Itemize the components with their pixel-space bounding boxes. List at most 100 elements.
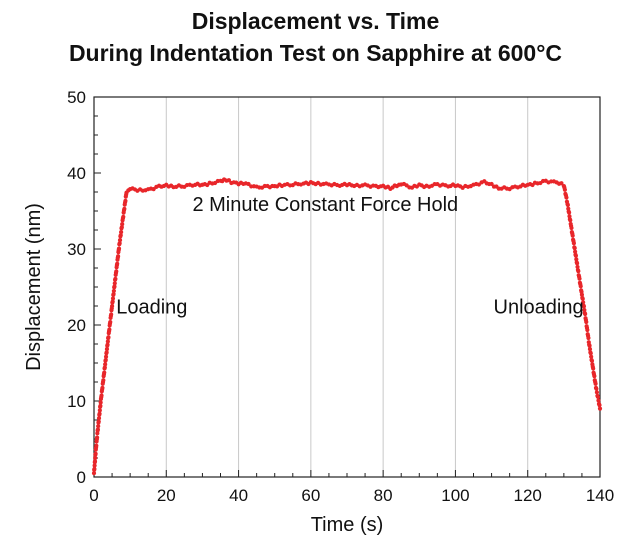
y-tick-label: 30	[67, 240, 86, 259]
y-tick-label: 20	[67, 316, 86, 335]
x-tick-label: 80	[374, 486, 393, 505]
data-point	[100, 385, 105, 390]
y-axis-label: Displacement (nm)	[23, 203, 45, 371]
data-point	[110, 296, 116, 301]
data-point	[113, 276, 118, 281]
annotation-label: Unloading	[494, 297, 584, 319]
x-tick-label: 60	[301, 486, 320, 505]
data-point	[102, 370, 107, 375]
data-point	[226, 178, 232, 183]
data-point	[94, 435, 100, 440]
data-point	[588, 351, 593, 356]
data-point	[562, 187, 567, 192]
data-point	[585, 327, 590, 333]
data-point	[114, 269, 119, 274]
data-point	[580, 296, 585, 301]
data-point	[597, 406, 603, 411]
data-point	[112, 281, 117, 286]
data-point	[104, 347, 110, 352]
y-tick-label: 40	[67, 164, 86, 183]
data-point	[123, 198, 128, 203]
plot-frame	[93, 96, 601, 478]
data-point	[117, 241, 122, 246]
data-point	[591, 366, 596, 371]
data-point	[597, 402, 602, 408]
data-point	[104, 350, 109, 355]
data-point	[594, 390, 600, 395]
data-point	[115, 254, 121, 259]
chart-subtitle: During Indentation Test on Sapphire at 6…	[68, 40, 563, 66]
data-point	[101, 378, 106, 383]
data-point	[116, 246, 122, 251]
data-point	[115, 261, 120, 266]
annotation-label: 2 Minute Constant Force Hold	[192, 194, 458, 216]
data-point	[107, 327, 112, 332]
data-point	[98, 403, 103, 408]
x-tick-label: 140	[586, 486, 614, 505]
data-point	[559, 181, 564, 186]
data-point	[564, 195, 569, 200]
data-point	[569, 225, 574, 231]
data-point	[96, 424, 101, 429]
data-point	[109, 312, 114, 317]
data-point	[106, 335, 111, 340]
data-point	[577, 276, 582, 281]
data-point	[584, 319, 589, 325]
data-point	[594, 386, 599, 391]
data-point	[108, 319, 113, 325]
data-point	[117, 237, 123, 243]
data-point	[119, 225, 124, 230]
data-point	[103, 362, 108, 367]
data-point	[120, 221, 125, 227]
x-tick-label: 20	[157, 486, 176, 505]
data-point	[583, 311, 588, 317]
data-point	[105, 339, 110, 344]
data-point	[565, 202, 570, 208]
data-point	[573, 253, 579, 258]
data-point	[93, 451, 98, 456]
data-point	[96, 419, 101, 424]
data-point	[578, 284, 583, 289]
data-point	[572, 246, 577, 251]
y-tick-label: 10	[67, 392, 86, 411]
data-point	[99, 393, 104, 398]
data-point	[582, 307, 587, 313]
data-point	[568, 218, 573, 223]
data-point	[586, 335, 591, 341]
data-point	[97, 408, 102, 413]
data-point	[579, 292, 585, 297]
data-point	[95, 427, 100, 432]
data-point	[571, 241, 576, 246]
x-tick-label: 100	[441, 486, 469, 505]
data-point	[92, 463, 97, 468]
data-point	[592, 374, 597, 379]
data-point	[581, 300, 586, 305]
data-point	[109, 304, 115, 309]
data-point	[105, 342, 110, 347]
data-point	[119, 229, 124, 235]
data-point	[112, 284, 117, 289]
y-tick-label: 50	[67, 88, 86, 107]
annotation-label: Loading	[116, 297, 187, 319]
data-point	[566, 210, 572, 215]
data-point	[111, 288, 116, 294]
data-point	[94, 443, 99, 448]
data-point	[102, 365, 107, 370]
data-point	[118, 233, 123, 238]
x-tick-label: 40	[229, 486, 248, 505]
data-point	[111, 291, 116, 297]
data-point	[98, 400, 103, 405]
data-point	[91, 471, 97, 476]
x-tick-label: 120	[514, 486, 542, 505]
data-point	[573, 249, 578, 254]
data-point	[593, 381, 598, 386]
data-point	[122, 206, 127, 211]
data-point	[92, 459, 98, 464]
chart-title: Displacement vs. Time	[191, 8, 440, 34]
data-point	[596, 398, 601, 403]
data-point	[581, 304, 587, 309]
data-point	[103, 357, 108, 363]
data-point	[595, 394, 601, 400]
data-point	[110, 299, 115, 304]
